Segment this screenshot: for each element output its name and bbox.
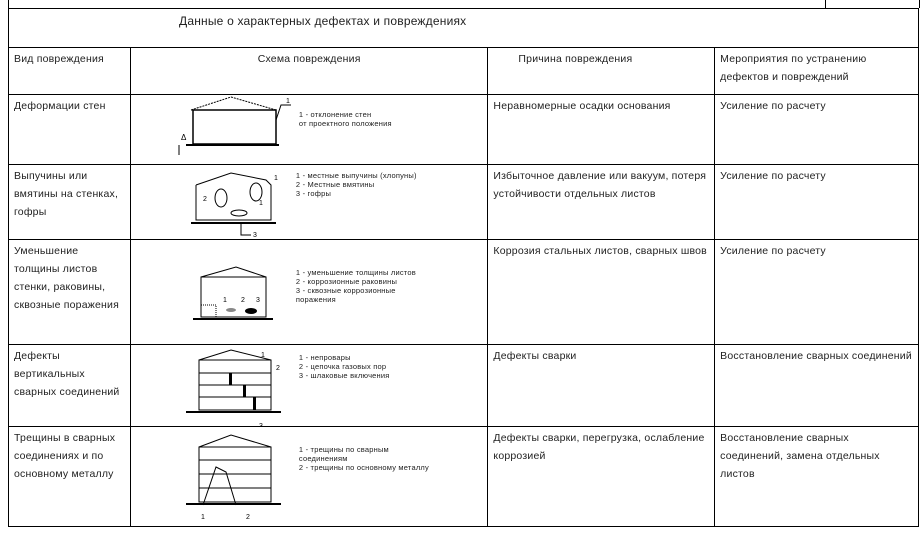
svg-text:1: 1 bbox=[259, 200, 263, 207]
legend-line: 2 - трещины по основному металлу bbox=[298, 463, 429, 472]
svg-text:1: 1 bbox=[201, 514, 205, 521]
scheme-legend: 1 - уменьшение толщины листов 2 - коррози… bbox=[296, 268, 416, 304]
defect-type: Дефекты вертикальных сварных соединений bbox=[8, 344, 131, 427]
damage-sketch: 1 2 3 bbox=[192, 266, 273, 320]
legend-line: от проектного положения bbox=[298, 119, 392, 128]
legend-line: поражения bbox=[295, 295, 336, 304]
svg-text:3: 3 bbox=[253, 232, 257, 239]
header-action: Мероприятия по устранению дефектов и пов… bbox=[714, 47, 919, 95]
scheme-legend: 1 - отклонение стен от проектного положен… bbox=[299, 110, 392, 128]
legend-line: 1 - местные выпучины (хлопуны) bbox=[295, 171, 417, 180]
table-row: Выпучины или вмятины на стенках, гофры 2… bbox=[8, 164, 919, 240]
damage-cause: Коррозия стальных листов, сварных швов bbox=[487, 239, 716, 345]
damage-sketch: 2 1 1 3 bbox=[190, 172, 278, 239]
damage-sketch: 1Δ bbox=[178, 96, 291, 155]
svg-text:1: 1 bbox=[261, 352, 265, 359]
damage-scheme: 2 1 1 3 1 - местные выпучины (хлопуны) 2 - М… bbox=[129, 164, 489, 240]
top-frame bbox=[8, 0, 920, 8]
legend-line: 1 - отклонение стен bbox=[298, 110, 372, 119]
svg-text:1: 1 bbox=[223, 297, 227, 304]
damage-sketch: 1 2 3 bbox=[185, 349, 281, 427]
defects-table: Данные о характерных дефектах и поврежде… bbox=[8, 8, 919, 527]
legend-line: 2 - коррозионные раковины bbox=[295, 277, 398, 286]
table-row: Дефекты вертикальных сварных соединений … bbox=[8, 344, 919, 427]
table-row: Трещины в сварных соединениях и по основ… bbox=[8, 426, 919, 527]
remedy-action: Усиление по расчету bbox=[714, 94, 919, 165]
header-scheme: Схема повреждения bbox=[129, 47, 489, 95]
defect-type: Деформации стен bbox=[8, 94, 131, 165]
scheme-legend: 1 - непровары 2 - цепочка газовых пор 3 - … bbox=[299, 353, 390, 380]
legend-line: 3 - гофры bbox=[295, 189, 332, 198]
damage-scheme: 1 2 3 1 - уменьшение толщины листов 2 - кор… bbox=[129, 239, 489, 345]
remedy-action: Восстановление сварных соединений bbox=[714, 344, 919, 427]
damage-cause: Дефекты сварки, перегрузка, ослабление к… bbox=[487, 426, 716, 527]
table-row: Уменьшение толщины листов стенки, ракови… bbox=[8, 239, 919, 345]
svg-text:Δ: Δ bbox=[181, 133, 187, 142]
legend-line: 3 - сквозные коррозионные bbox=[295, 286, 396, 295]
damage-cause: Дефекты сварки bbox=[487, 344, 716, 427]
frame-divider bbox=[825, 0, 826, 8]
svg-text:2: 2 bbox=[203, 196, 207, 203]
header-cause: Причина повреждения bbox=[487, 47, 716, 95]
legend-line: соединениям bbox=[298, 454, 348, 463]
remedy-action: Усиление по расчету bbox=[714, 164, 919, 240]
svg-text:3: 3 bbox=[259, 423, 263, 427]
damage-scheme: 1 2 3 1 - непровары 2 - цепочка газовых пор… bbox=[129, 344, 489, 427]
svg-text:1: 1 bbox=[274, 175, 278, 182]
legend-line: 2 - Местные вмятины bbox=[295, 180, 375, 189]
defect-type: Трещины в сварных соединениях и по основ… bbox=[8, 426, 131, 527]
svg-text:2: 2 bbox=[246, 514, 250, 521]
damage-cause: Неравномерные осадки основания bbox=[487, 94, 716, 165]
scheme-legend: 1 - местные выпучины (хлопуны) 2 - Местны… bbox=[296, 171, 417, 198]
svg-text:1: 1 bbox=[286, 98, 290, 105]
defect-type: Уменьшение толщины листов стенки, ракови… bbox=[8, 239, 131, 345]
legend-line: 1 - непровары bbox=[298, 353, 351, 362]
scheme-legend: 1 - трещины по сварным соединениям 2 - тре… bbox=[299, 445, 429, 472]
remedy-action: Восстановление сварных соединений, замен… bbox=[714, 426, 919, 527]
legend-line: 2 - цепочка газовых пор bbox=[298, 362, 387, 371]
svg-text:2: 2 bbox=[241, 297, 245, 304]
defect-type: Выпучины или вмятины на стенках, гофры bbox=[8, 164, 131, 240]
remedy-action: Усиление по расчету bbox=[714, 239, 919, 345]
table-title: Данные о характерных дефектах и поврежде… bbox=[8, 8, 919, 48]
damage-cause: Избыточное давление или вакуум, потеря у… bbox=[487, 164, 716, 240]
svg-text:2: 2 bbox=[276, 365, 280, 372]
header-type: Вид повреждения bbox=[8, 47, 131, 95]
svg-text:3: 3 bbox=[256, 297, 260, 304]
legend-line: 3 - шлаковые включения bbox=[298, 371, 390, 380]
legend-line: 1 - уменьшение толщины листов bbox=[295, 268, 416, 277]
legend-line: 1 - трещины по сварным bbox=[298, 445, 389, 454]
